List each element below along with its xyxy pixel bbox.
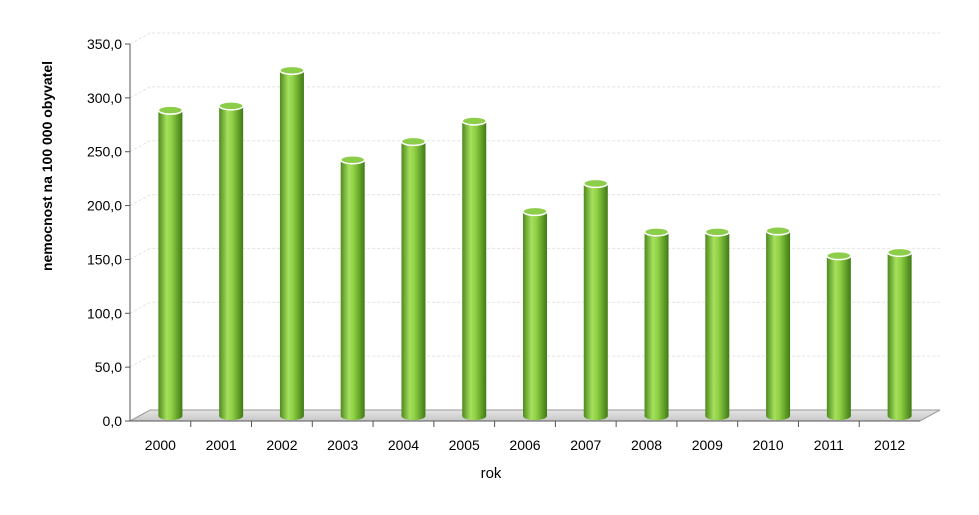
y-tick-label: 0,0 xyxy=(103,413,123,429)
x-tick-label: 2010 xyxy=(752,437,783,453)
bar xyxy=(704,227,731,420)
bar-top xyxy=(704,227,731,237)
bar-top xyxy=(583,178,609,189)
bars xyxy=(157,65,913,421)
bar xyxy=(279,65,305,421)
y-tick-label: 50,0 xyxy=(95,359,122,375)
bar-body xyxy=(401,141,426,421)
x-tick-label: 2004 xyxy=(388,437,419,453)
bar-body xyxy=(523,211,547,420)
bar-body xyxy=(219,105,244,421)
bar xyxy=(339,154,366,420)
x-tick-label: 2012 xyxy=(874,437,905,453)
bar-top xyxy=(339,154,366,165)
bar xyxy=(400,136,427,421)
gridline xyxy=(129,301,940,314)
bar-top xyxy=(279,65,305,76)
bar-top xyxy=(826,250,852,261)
x-tick-label: 2000 xyxy=(145,437,176,453)
x-tick-label: 2001 xyxy=(206,437,237,453)
bar-body xyxy=(340,159,365,420)
y-axis-title: nemocnost na 100 000 obyvatel xyxy=(39,61,55,271)
gridline xyxy=(129,194,940,207)
bar xyxy=(461,116,487,420)
x-tick-label: 2003 xyxy=(327,437,358,453)
x-tick-labels: 2000 2001 2002 2003 2004 2005 2006 2007 2008 2009… xyxy=(145,437,906,453)
y-tick-labels: 0,0 50,0 100,0 150,0 200,0 250,0 300,0 350,0 xyxy=(87,36,122,429)
bar-top xyxy=(643,227,670,237)
y-tick-label: 200,0 xyxy=(87,198,122,214)
y-tick-label: 150,0 xyxy=(87,251,122,267)
bar-top xyxy=(400,136,427,147)
bar-top xyxy=(522,206,548,217)
y-tick-label: 300,0 xyxy=(87,90,122,106)
bar-body xyxy=(766,230,791,420)
x-tick-label: 2008 xyxy=(631,437,662,453)
bar xyxy=(765,226,791,420)
bar-top xyxy=(157,105,184,115)
gridline xyxy=(129,140,940,153)
bar-top xyxy=(765,226,791,236)
gridline xyxy=(129,247,940,260)
bar-top xyxy=(218,101,244,111)
bar-top xyxy=(461,116,487,126)
bar-body xyxy=(705,231,730,420)
x-tick-label: 2007 xyxy=(570,437,601,453)
bar xyxy=(218,101,244,421)
bar xyxy=(643,227,670,420)
bar-top xyxy=(886,247,913,258)
bar xyxy=(886,247,913,420)
bar-body xyxy=(644,231,669,420)
bar-body xyxy=(583,183,608,420)
bar-body xyxy=(887,252,912,420)
x-tick-label: 2011 xyxy=(814,437,844,453)
x-axis-title: rok xyxy=(481,465,502,482)
gridline xyxy=(129,355,940,368)
x-tick-label: 2002 xyxy=(266,437,297,453)
axes xyxy=(125,43,920,427)
bar xyxy=(826,250,852,420)
bar-body xyxy=(279,70,304,421)
y-tick-label: 350,0 xyxy=(87,36,122,52)
gridline xyxy=(129,32,940,45)
gridlines xyxy=(129,32,940,368)
bar xyxy=(522,206,548,420)
y-tick-label: 250,0 xyxy=(87,144,122,160)
bar-body xyxy=(462,120,487,420)
bar xyxy=(583,178,609,420)
y-tick-label: 100,0 xyxy=(87,305,122,321)
bar xyxy=(157,105,184,420)
x-tick-label: 2006 xyxy=(509,437,540,453)
x-tick-label: 2009 xyxy=(692,437,723,453)
gridline xyxy=(129,86,940,99)
bar-body xyxy=(158,110,183,420)
bar-body xyxy=(826,255,851,420)
x-tick-label: 2005 xyxy=(449,437,480,453)
